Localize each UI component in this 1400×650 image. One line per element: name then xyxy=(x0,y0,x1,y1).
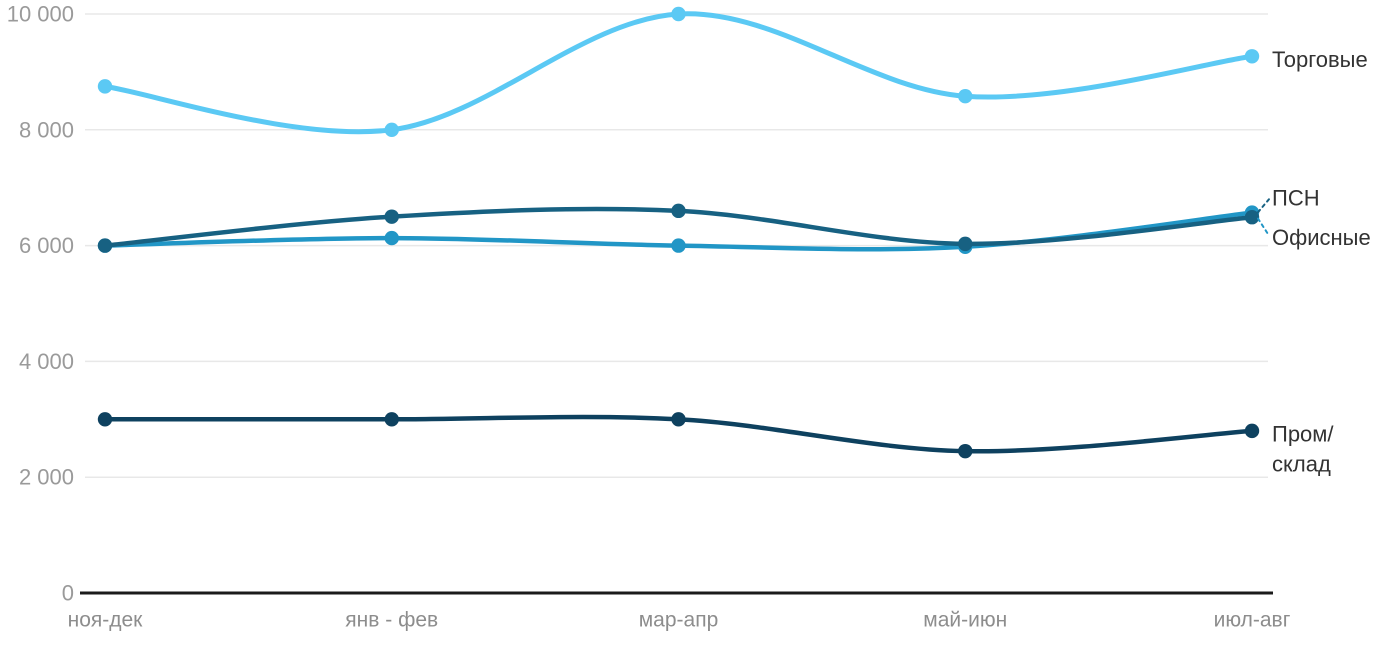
series-point-psn[interactable] xyxy=(1244,210,1260,225)
x-axis-tick-label: май-июн xyxy=(923,609,1007,632)
series-point-ofisnye[interactable] xyxy=(384,230,399,246)
label-leader-ofisnye xyxy=(1257,217,1270,237)
series-point-prom-sklad[interactable] xyxy=(958,443,973,459)
series-label-prom-sklad: склад xyxy=(1272,451,1331,476)
y-axis-tick-label: 10 000 xyxy=(7,2,74,27)
series-point-psn[interactable] xyxy=(958,236,973,252)
series-point-torgovye[interactable] xyxy=(384,122,399,137)
series-label-torgovye: Торговые xyxy=(1272,47,1368,72)
series-point-ofisnye[interactable] xyxy=(671,238,686,253)
y-axis-tick-label: 6 000 xyxy=(19,233,74,258)
x-axis-tick-label: ноя-дек xyxy=(68,609,144,632)
y-axis-tick-label: 8 000 xyxy=(19,117,74,142)
x-axis-tick-label: июл-авг xyxy=(1214,609,1291,632)
series-point-torgovye[interactable] xyxy=(958,89,973,104)
series-point-prom-sklad[interactable] xyxy=(384,412,399,427)
series-point-prom-sklad[interactable] xyxy=(671,412,686,427)
series-line-torgovye xyxy=(102,11,1255,135)
series-label-psn: ПСН xyxy=(1272,186,1320,211)
series-point-torgovye[interactable] xyxy=(97,79,113,94)
series-point-torgovye[interactable] xyxy=(1244,49,1260,64)
series-point-torgovye[interactable] xyxy=(671,6,686,22)
y-axis-tick-label: 0 xyxy=(62,581,74,606)
series-point-prom-sklad[interactable] xyxy=(1244,423,1260,439)
series-point-psn[interactable] xyxy=(97,238,113,253)
y-axis-tick-label: 2 000 xyxy=(19,465,74,490)
x-axis-tick-label: мар-апр xyxy=(639,609,719,632)
series-label-ofisnye: Офисные xyxy=(1272,225,1371,250)
y-axis-tick-label: 4 000 xyxy=(19,349,74,374)
series-point-prom-sklad[interactable] xyxy=(97,412,113,427)
series-label-prom-sklad: Пром/ xyxy=(1272,421,1334,446)
series-point-psn[interactable] xyxy=(671,203,686,219)
series-point-psn[interactable] xyxy=(384,209,399,224)
label-leader-psn xyxy=(1257,198,1270,214)
x-axis-tick-label: янв - фев xyxy=(345,609,438,632)
